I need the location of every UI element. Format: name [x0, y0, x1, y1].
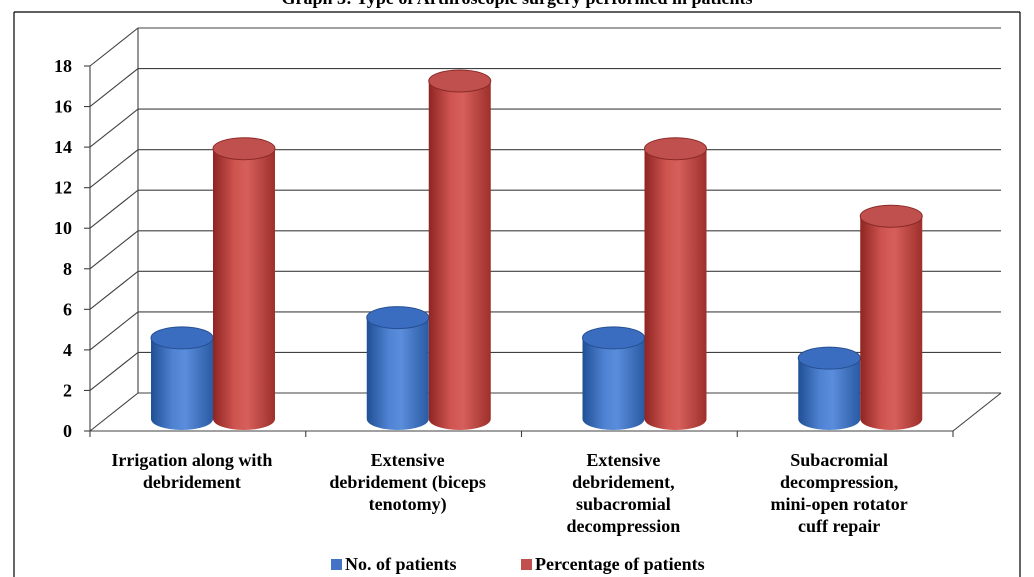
floor-right-edge: [952, 392, 1002, 432]
bar-body: [366, 317, 429, 431]
bar-patients-0: [150, 326, 214, 430]
bar-body: [860, 216, 923, 431]
bar-patients-3: [797, 346, 861, 431]
bar-cap: [582, 326, 645, 350]
bar-body: [644, 148, 707, 431]
bar-body: [151, 337, 213, 430]
y-tick-label: 10: [54, 218, 72, 238]
gridline: [89, 68, 1001, 107]
y-axis-tick-labels: 0 2 4 6 8 10 12 14 16 18: [54, 56, 72, 441]
chart-title: Graph 3: Type of Arthroscopic surgery pe…: [282, 0, 753, 8]
legend-swatch-1: [521, 559, 532, 570]
legend-label-0: No. of patients: [345, 554, 457, 574]
bar-body: [213, 148, 275, 431]
category-label-1: Extensive debridement (biceps tenotomy): [329, 450, 486, 515]
legend: No. of patients Percentage of patients: [331, 554, 705, 574]
bar-cap: [150, 326, 214, 350]
y-tick-label: 16: [54, 97, 72, 117]
y-tick-label: 14: [54, 137, 72, 157]
bar-percentage-3: [859, 204, 923, 431]
gridline: [89, 392, 1001, 432]
gridline: [89, 149, 1001, 189]
bar-cap: [644, 137, 707, 161]
bar-body: [582, 337, 645, 431]
gridline: [89, 311, 1001, 351]
y-tick-label: 4: [63, 340, 72, 360]
gridline: [89, 351, 1001, 391]
category-labels: Irrigation along with debridement Extensiv…: [111, 450, 907, 536]
category-label-3: Subacromial decompression, mini-open rotat…: [771, 450, 908, 536]
y-tick-label: 2: [63, 380, 72, 400]
y-tick-label: 18: [54, 56, 72, 76]
bar-percentage-1: [428, 69, 492, 431]
bar-percentage-0: [212, 137, 276, 431]
gridline: [89, 108, 1001, 148]
gridline: [89, 230, 1001, 270]
bar-cap: [212, 137, 276, 161]
gridline: [89, 270, 1001, 310]
bar-body: [428, 80, 491, 431]
legend-label-1: Percentage of patients: [535, 554, 705, 574]
gridlines: [84, 27, 1001, 437]
bar-patients-1: [366, 306, 430, 431]
gridline: [89, 189, 1001, 229]
category-label-2: Extensive debridement, subacromial decompre…: [567, 450, 681, 536]
bar-cap: [428, 69, 492, 93]
bar-patients-2: [582, 326, 645, 431]
bar-cap: [366, 306, 430, 330]
y-tick-label: 12: [54, 178, 72, 198]
y-tick-label: 0: [63, 421, 72, 441]
y-tick-label: 8: [63, 259, 72, 279]
legend-swatch-0: [331, 559, 342, 570]
category-label-0: Irrigation along with debridement: [111, 450, 272, 492]
bars: [150, 69, 923, 431]
gridline: [89, 27, 1001, 67]
bar-percentage-2: [644, 137, 707, 431]
bar-body: [798, 358, 861, 431]
bar-cap: [859, 204, 923, 228]
bar-cap: [797, 346, 861, 370]
y-tick-label: 6: [63, 299, 72, 319]
